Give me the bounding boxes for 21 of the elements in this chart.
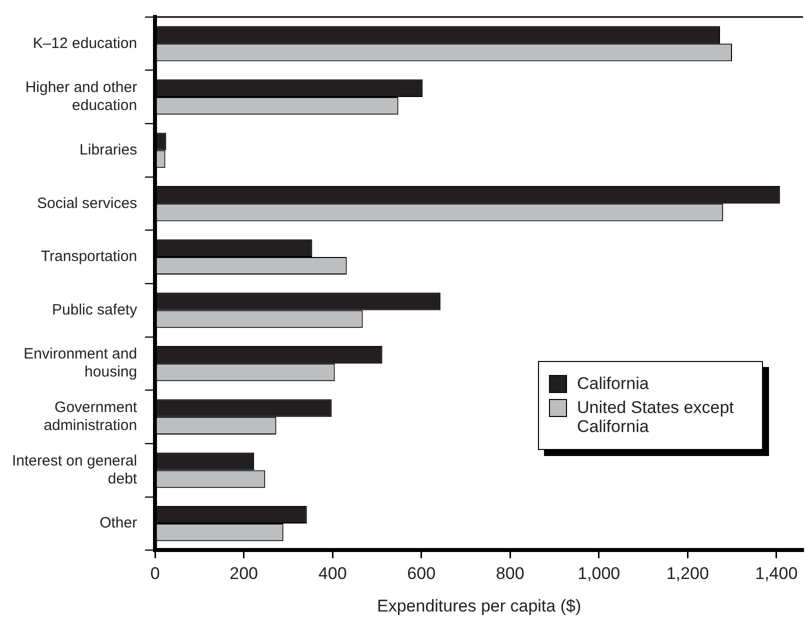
legend-label: United States except California [577, 398, 735, 437]
y-tick-label: Libraries [80, 141, 138, 158]
y-tick-label: Interest on general debt [12, 452, 138, 488]
x-tick-label: 600 [407, 564, 436, 584]
y-tick-label: Other [100, 514, 138, 532]
y-tick-label: Transportation [40, 248, 138, 266]
y-tick-label: Social services [37, 194, 138, 212]
x-tick-label: 0 [150, 564, 160, 584]
x-tick-label: 1,400 [755, 564, 798, 584]
y-tick-label: Environment and housing [24, 346, 138, 381]
x-tick-label: 400 [318, 564, 347, 584]
x-tick-label: 800 [496, 564, 524, 584]
y-tick-label: Public safety [52, 301, 138, 318]
y-tick-label: Government administration [44, 399, 138, 434]
x-tick-label: 1,200 [666, 564, 709, 584]
y-tick-label: Higher and other education [25, 79, 138, 114]
legend-label: California [577, 374, 649, 394]
y-tick-label: K–12 education [32, 34, 138, 52]
x-tick-label: 1,000 [578, 564, 620, 584]
x-axis-title: Expenditures per capita ($) [376, 596, 582, 616]
x-tick-label: 200 [230, 564, 258, 584]
